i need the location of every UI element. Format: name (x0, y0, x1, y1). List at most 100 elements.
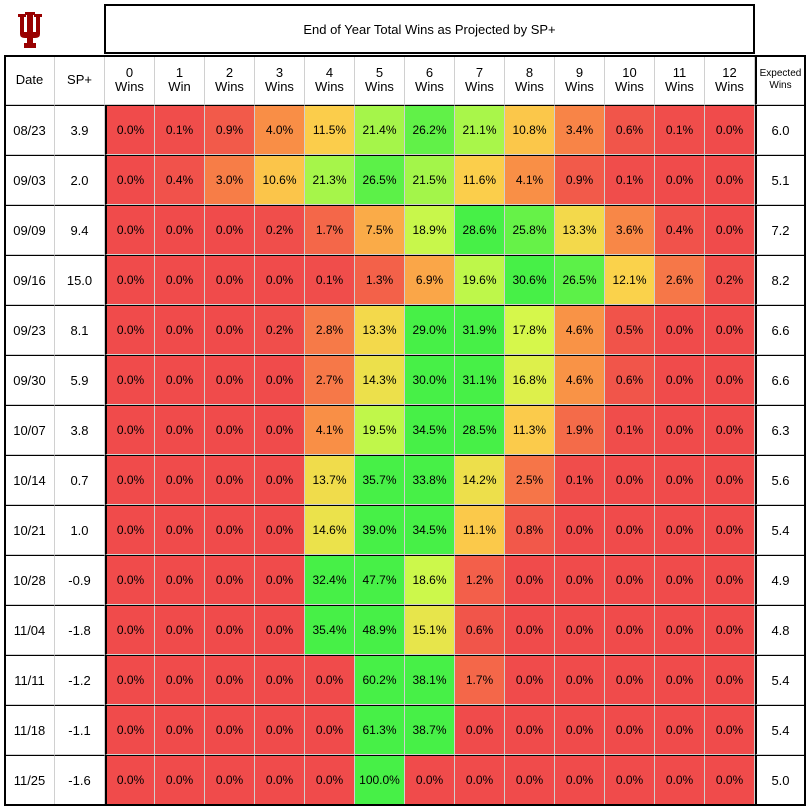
row-sp-rating: 5.9 (55, 355, 105, 405)
heatmap-cell: 14.2% (455, 455, 505, 505)
heatmap-cell: 4.1% (305, 405, 355, 455)
heatmap-cell: 4.1% (505, 155, 555, 205)
heatmap-cell: 10.8% (505, 105, 555, 155)
row-sp-rating: -1.8 (55, 605, 105, 655)
heatmap-cell: 0.0% (155, 255, 205, 305)
header-wins-10: 10 Wins (605, 56, 655, 105)
heatmap-cell: 0.6% (605, 355, 655, 405)
heatmap-cell: 0.0% (105, 705, 155, 755)
heatmap-cell: 47.7% (355, 555, 405, 605)
row-sp-rating: 8.1 (55, 305, 105, 355)
heatmap-cell: 11.5% (305, 105, 355, 155)
heatmap-cell: 0.0% (105, 555, 155, 605)
heatmap-cell: 13.7% (305, 455, 355, 505)
heatmap-cell: 0.0% (605, 555, 655, 605)
heatmap-cell: 0.0% (205, 355, 255, 405)
heatmap-cell: 19.5% (355, 405, 405, 455)
heatmap-cell: 0.0% (455, 705, 505, 755)
heatmap-cell: 0.4% (655, 205, 705, 255)
heatmap-cell: 0.0% (205, 305, 255, 355)
heatmap-cell: 0.0% (655, 155, 705, 205)
heatmap-cell: 35.4% (305, 605, 355, 655)
heatmap-cell: 38.1% (405, 655, 455, 705)
row-sp-rating: 9.4 (55, 205, 105, 255)
heatmap-cell: 0.0% (605, 655, 655, 705)
heatmap-cell: 0.0% (605, 505, 655, 555)
row-expected-wins: 5.4 (755, 705, 805, 755)
row-date: 10/28 (5, 555, 55, 605)
heatmap-cell: 0.0% (255, 455, 305, 505)
heatmap-cell: 0.0% (255, 655, 305, 705)
heatmap-cell: 0.0% (655, 505, 705, 555)
heatmap-cell: 0.0% (155, 355, 205, 405)
heatmap-cell: 0.0% (705, 355, 755, 405)
heatmap-cell: 0.0% (705, 455, 755, 505)
heatmap-cell: 0.0% (155, 305, 205, 355)
header-wins-4: 4 Wins (305, 56, 355, 105)
heatmap-cell: 0.0% (605, 705, 655, 755)
heatmap-cell: 0.0% (305, 755, 355, 805)
heatmap-cell: 0.0% (555, 755, 605, 805)
heatmap-cell: 25.8% (505, 205, 555, 255)
heatmap-cell: 18.9% (405, 205, 455, 255)
row-expected-wins: 4.9 (755, 555, 805, 605)
heatmap-cell: 0.0% (655, 455, 705, 505)
heatmap-cell: 1.9% (555, 405, 605, 455)
heatmap-cell: 0.0% (105, 105, 155, 155)
heatmap-cell: 0.0% (205, 405, 255, 455)
heatmap-cell: 0.2% (255, 205, 305, 255)
heatmap-cell: 0.0% (255, 755, 305, 805)
heatmap-cell: 0.0% (605, 455, 655, 505)
header-wins-6: 6 Wins (405, 56, 455, 105)
heatmap-cell: 0.0% (505, 555, 555, 605)
heatmap-cell: 0.0% (705, 205, 755, 255)
heatmap-cell: 3.6% (605, 205, 655, 255)
heatmap-cell: 26.5% (355, 155, 405, 205)
heatmap-cell: 31.9% (455, 305, 505, 355)
heatmap-cell: 4.6% (555, 355, 605, 405)
heatmap-cell: 7.5% (355, 205, 405, 255)
heatmap-cell: 0.0% (505, 655, 555, 705)
heatmap-cell: 2.6% (655, 255, 705, 305)
heatmap-cell: 0.0% (155, 755, 205, 805)
heatmap-cell: 0.4% (155, 155, 205, 205)
row-expected-wins: 5.4 (755, 655, 805, 705)
heatmap-cell: 0.0% (605, 755, 655, 805)
heatmap-cell: 0.0% (455, 755, 505, 805)
row-date: 11/18 (5, 705, 55, 755)
row-date: 08/23 (5, 105, 55, 155)
row-expected-wins: 7.2 (755, 205, 805, 255)
heatmap-cell: 33.8% (405, 455, 455, 505)
heatmap-cell: 0.0% (655, 755, 705, 805)
heatmap-cell: 0.8% (505, 505, 555, 555)
heatmap-cell: 0.0% (655, 655, 705, 705)
row-sp-rating: 3.8 (55, 405, 105, 455)
heatmap-cell: 3.0% (205, 155, 255, 205)
header-wins-3: 3 Wins (255, 56, 305, 105)
heatmap-cell: 10.6% (255, 155, 305, 205)
heatmap-cell: 0.0% (105, 155, 155, 205)
heatmap-cell: 0.0% (705, 305, 755, 355)
heatmap-cell: 21.4% (355, 105, 405, 155)
heatmap-cell: 3.4% (555, 105, 605, 155)
heatmap-cell: 0.0% (655, 705, 705, 755)
heatmap-cell: 0.1% (655, 105, 705, 155)
heatmap-cell: 0.0% (655, 305, 705, 355)
heatmap-cell: 4.6% (555, 305, 605, 355)
heatmap-cell: 0.0% (105, 505, 155, 555)
header-wins-9: 9 Wins (555, 56, 605, 105)
row-expected-wins: 5.6 (755, 455, 805, 505)
heatmap-cell: 0.0% (105, 405, 155, 455)
heatmap-cell: 0.0% (705, 155, 755, 205)
heatmap-cell: 34.5% (405, 405, 455, 455)
row-sp-rating: 2.0 (55, 155, 105, 205)
header-wins-2: 2 Wins (205, 56, 255, 105)
heatmap-cell: 0.0% (255, 555, 305, 605)
heatmap-cell: 100.0% (355, 755, 405, 805)
header-wins-1: 1 Win (155, 56, 205, 105)
heatmap-cell: 0.0% (705, 655, 755, 705)
row-sp-rating: -1.6 (55, 755, 105, 805)
heatmap-cell: 29.0% (405, 305, 455, 355)
heatmap-cell: 0.0% (505, 755, 555, 805)
heatmap-cell: 34.5% (405, 505, 455, 555)
